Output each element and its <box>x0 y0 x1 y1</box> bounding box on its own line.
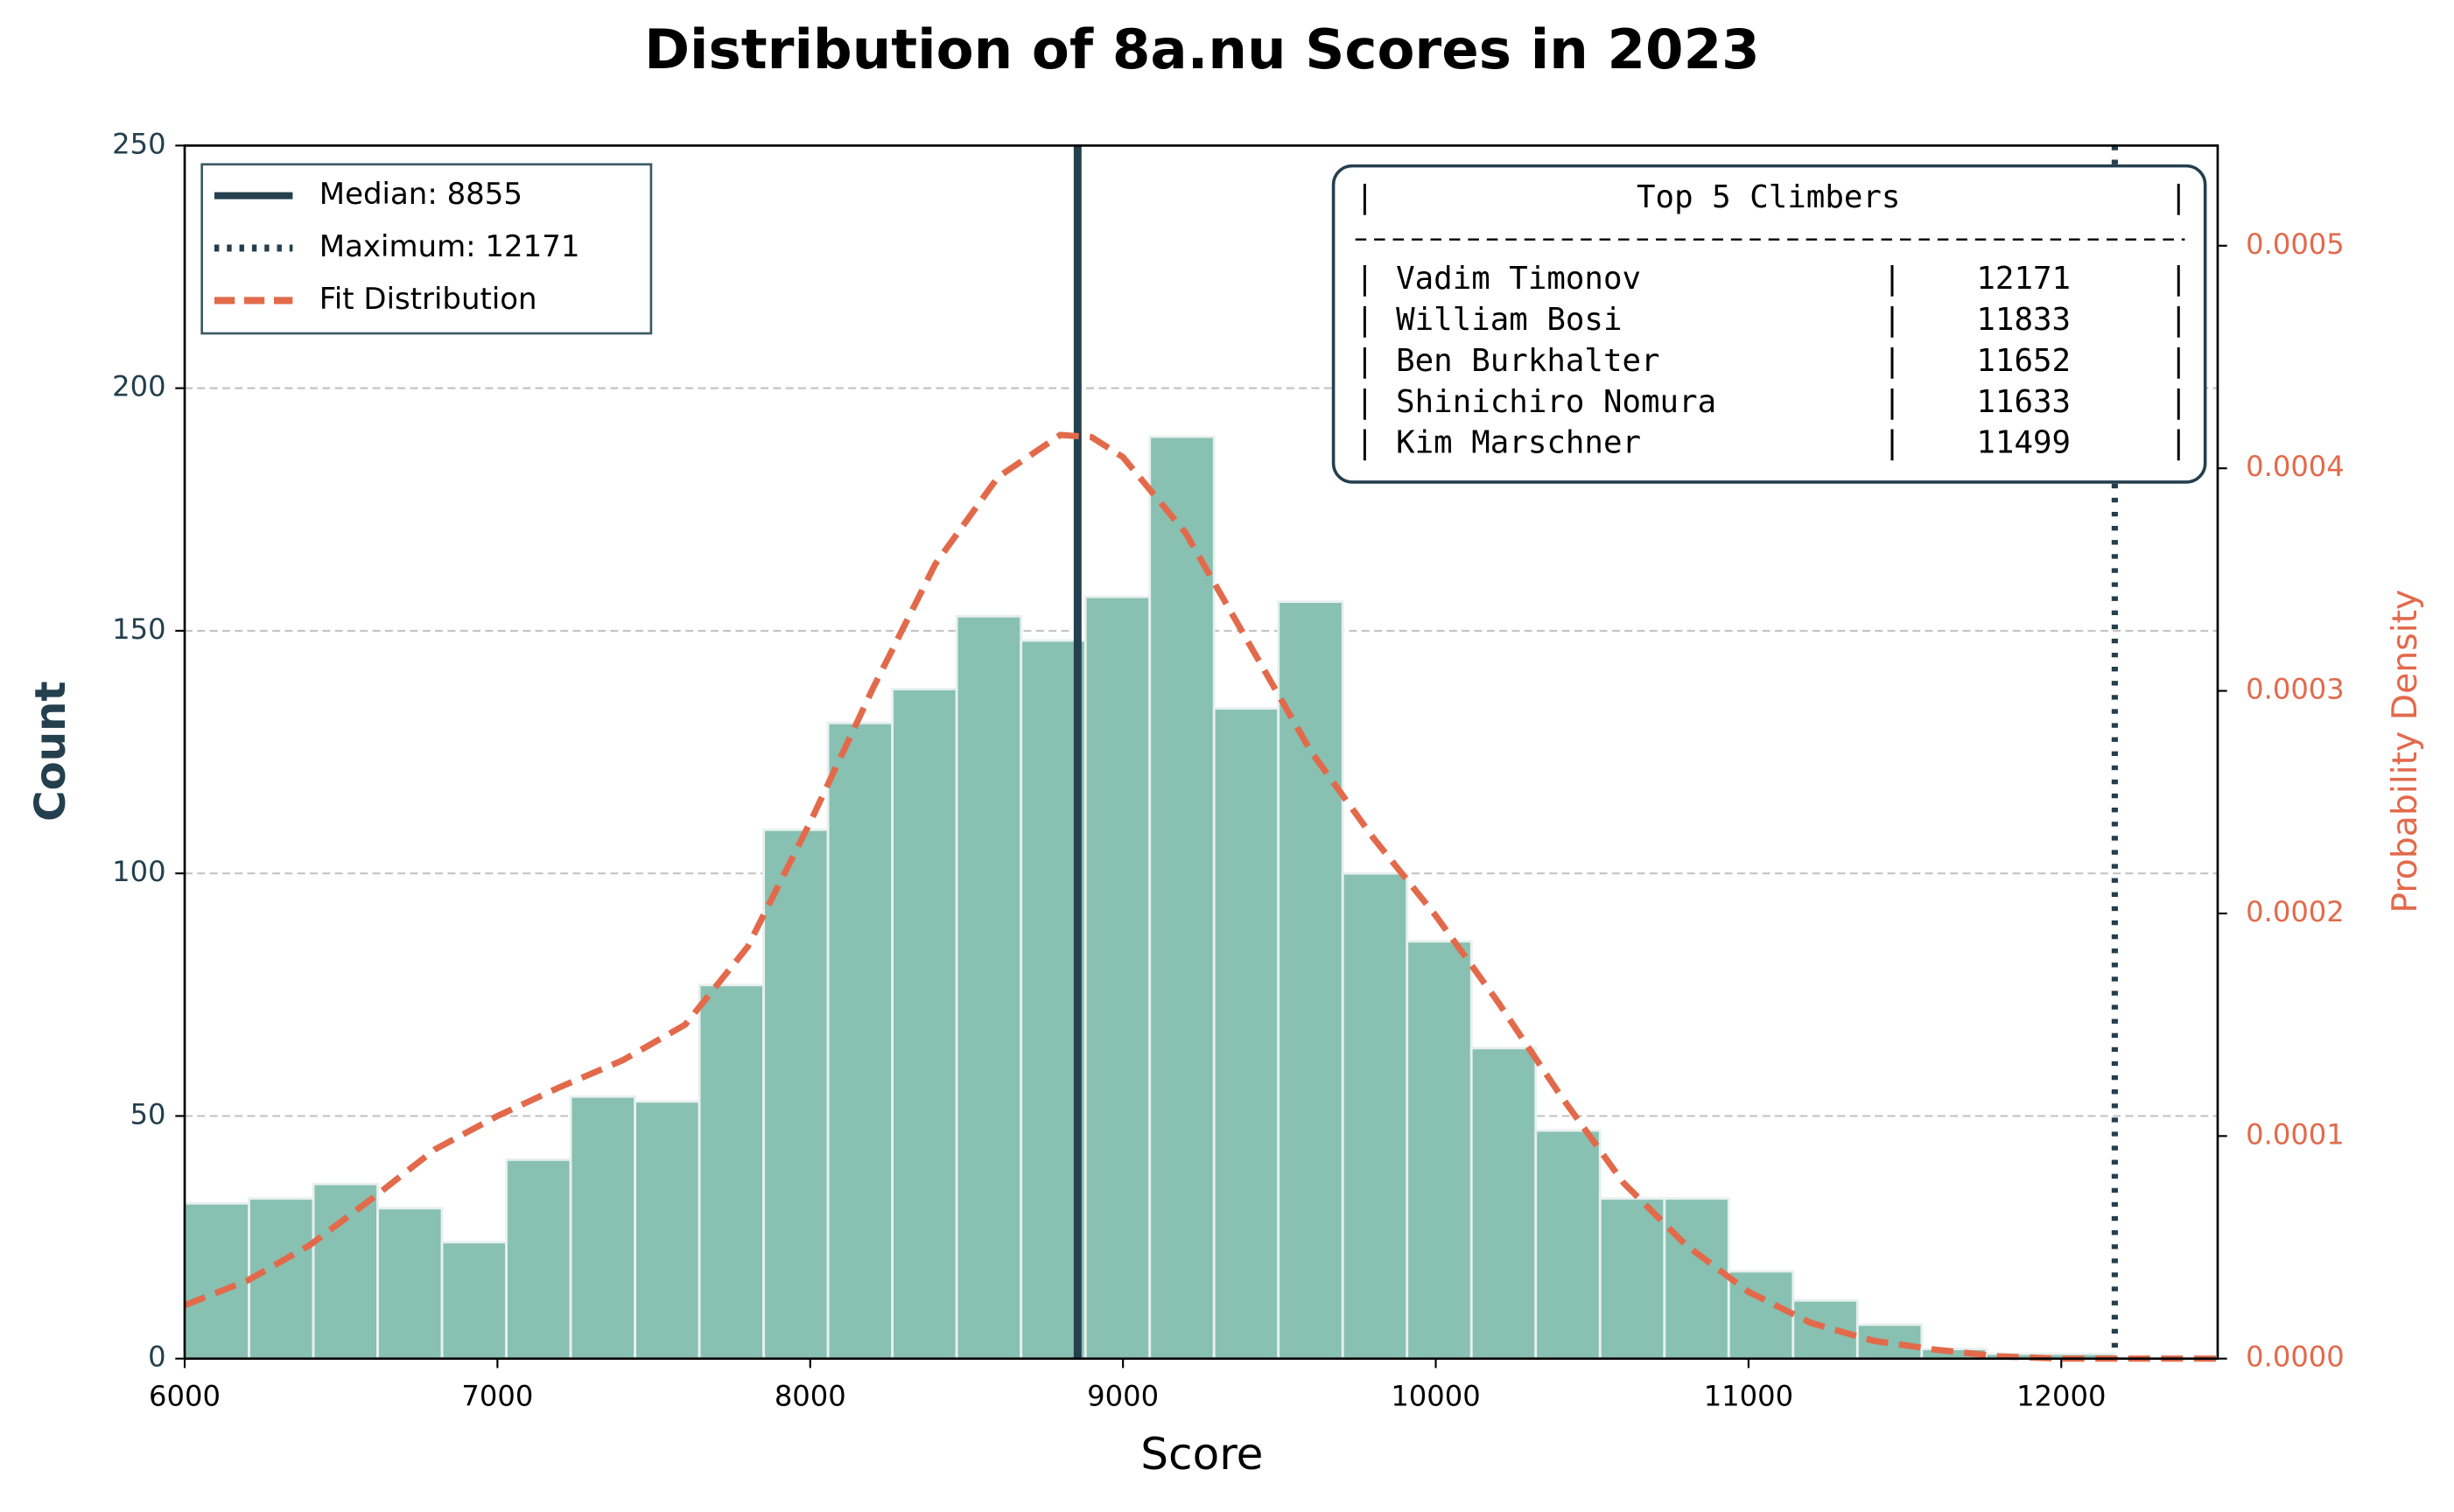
table-cell-name: Kim Marschner <box>1396 425 1641 461</box>
y-tick-label: 150 <box>112 612 165 646</box>
bar <box>634 1100 701 1361</box>
table-title: Top 5 Climbers <box>1637 179 1900 215</box>
y-tick-label: 100 <box>112 855 165 888</box>
table-border: | <box>2170 302 2189 338</box>
table-border: | <box>1883 384 1902 420</box>
y-tick-label: 0 <box>148 1340 165 1374</box>
y-tick-label: 250 <box>112 127 165 160</box>
table-border: | <box>2170 179 2189 215</box>
x-tick-label: 8000 <box>775 1379 846 1412</box>
bar <box>1534 1129 1602 1361</box>
bar <box>1598 1197 1666 1361</box>
table-border: | <box>2170 384 2189 420</box>
table-cell-score: 11499 <box>1976 425 2071 461</box>
bar <box>376 1207 444 1361</box>
bar <box>183 1201 250 1361</box>
table-cell-score: 11833 <box>1976 302 2071 338</box>
bar <box>1663 1197 1730 1361</box>
legend-label: Median: 8855 <box>319 177 522 212</box>
bar <box>1083 595 1152 1361</box>
x-tick-label: 7000 <box>461 1379 533 1412</box>
table-border: | <box>2170 425 2189 461</box>
table-cell-score: 11633 <box>1976 384 2071 420</box>
y2-tick-label: 0.0005 <box>2246 228 2345 261</box>
x-tick-label: 9000 <box>1087 1379 1159 1412</box>
table-cell-name: Ben Burkhalter <box>1396 343 1659 379</box>
x-tick-label: 11000 <box>1704 1379 1793 1412</box>
table-border: | <box>1356 179 1375 215</box>
x-tick-label: 10000 <box>1391 1379 1480 1412</box>
table-border: | <box>1356 302 1375 338</box>
bar <box>569 1095 637 1361</box>
bar <box>1406 940 1473 1361</box>
table-border: | <box>1883 302 1902 338</box>
bar <box>1212 707 1280 1361</box>
table-border: | <box>1356 343 1375 379</box>
y-tick-label: 200 <box>112 370 165 403</box>
y-axis-label: Count <box>26 681 75 821</box>
table-border: | <box>1883 343 1902 379</box>
x-axis-label: Score <box>1140 1429 1263 1480</box>
bar <box>1469 1046 1538 1361</box>
bar <box>312 1182 379 1361</box>
bar <box>1791 1298 1859 1361</box>
legend-label: Maximum: 12171 <box>319 229 580 264</box>
y2-axis-label: Probability Density <box>2385 590 2425 914</box>
x-tick-label: 6000 <box>149 1379 221 1412</box>
table-border: | <box>2170 343 2189 379</box>
y2-tick-label: 0.0000 <box>2246 1340 2345 1374</box>
bar <box>891 688 958 1361</box>
table-border: | <box>1883 261 1902 297</box>
y2-tick-label: 0.0001 <box>2246 1117 2345 1151</box>
bar <box>1341 872 1409 1361</box>
table-cell-name: Shinichiro Nomura <box>1396 384 1716 420</box>
legend-label: Fit Distribution <box>319 282 537 317</box>
table-cell-score: 11652 <box>1976 343 2071 379</box>
y2-tick-label: 0.0002 <box>2246 895 2345 928</box>
bar <box>698 984 766 1361</box>
bar <box>955 614 1023 1361</box>
plot-frame <box>183 144 2219 1361</box>
table-border: | <box>1356 384 1375 420</box>
table-cell-name: William Bosi <box>1396 302 1622 338</box>
table-cell-score: 12171 <box>1976 261 2071 297</box>
table-border: | <box>1356 261 1375 297</box>
table-cell-name: Vadim Timonov <box>1396 261 1641 297</box>
fit-curve <box>183 431 2218 1362</box>
chart-title: Distribution of 8a.nu Scores in 2023 <box>644 18 1760 81</box>
bar <box>1277 600 1344 1361</box>
table-box <box>1331 164 2207 484</box>
bar <box>1148 435 1216 1361</box>
y2-tick-label: 0.0004 <box>2246 450 2345 483</box>
bar <box>826 721 894 1361</box>
bar <box>505 1158 572 1361</box>
table-border: | <box>2170 261 2189 297</box>
table-border: | <box>1883 425 1902 461</box>
bar <box>440 1241 508 1361</box>
bar <box>762 828 830 1361</box>
y-tick-label: 50 <box>130 1097 166 1130</box>
table-border: | <box>1356 425 1375 461</box>
bar <box>1727 1270 1795 1361</box>
x-tick-label: 12000 <box>2016 1379 2106 1412</box>
y2-tick-label: 0.0003 <box>2246 673 2345 706</box>
bar <box>248 1197 315 1361</box>
